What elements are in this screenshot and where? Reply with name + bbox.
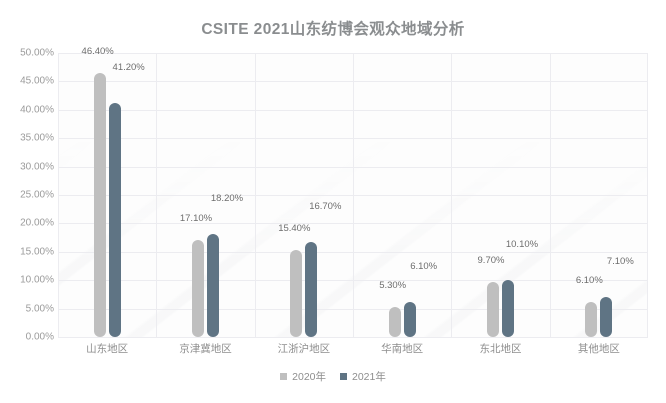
x-axis-tick-label: 江浙沪地区 [277,343,331,355]
legend-label: 2020年 [292,371,326,383]
gridline-vertical [353,53,354,337]
y-axis-tick-label: 50.00% [20,47,54,59]
x-axis-tick-label: 华南地区 [381,343,424,355]
legend-label: 2021年 [352,371,386,383]
bar-series-2020[interactable] [290,249,303,337]
x-axis-tick-label: 东北地区 [479,343,522,355]
y-axis-tick-label: 0.00% [25,331,54,343]
legend-swatch-icon [340,373,347,380]
x-axis-tick-label: 其他地区 [577,343,620,355]
plot-area: 46.40% 41.20% 17.10% 18.20% 15.40% 16.70% 5.30… [58,46,648,338]
bar-value-label: 15.40% [278,222,311,234]
bar-value-label: 10.10% [505,238,539,250]
chart-legend: 2020年 2021年 [0,369,666,384]
y-axis-tick-label: 10.00% [20,274,54,286]
bar-series-2021[interactable] [600,296,613,337]
gridline-vertical [58,53,59,337]
y-axis-tick-label: 40.00% [20,104,54,116]
bar-group: 9.70% 10.10% [451,53,549,337]
bar-series-2020[interactable] [388,306,401,337]
x-axis-tick-label: 京津冀地区 [179,343,232,355]
bar-group: 6.10% 7.10% [550,53,648,337]
x-axis-tick-label: 山东地区 [86,343,129,355]
x-axis: 山东地区 京津冀地区 江浙沪地区 华南地区 东北地区 其他地区 [58,341,648,361]
bar-value-label: 46.40% [81,46,114,58]
chart-title: CSITE 2021山东纺博会观众地域分析 [201,21,465,38]
gridline-vertical [451,53,453,337]
bar-value-label: 17.10% [179,212,213,224]
bar-series-2021[interactable] [206,233,219,337]
y-axis-tick-label: 35.00% [20,132,54,144]
y-axis: 0.00% 5.00% 10.00% 15.00% 20.00% 25.00% 30.00%… [0,48,54,343]
gridline-vertical [156,53,158,337]
legend-item-2020[interactable]: 2020年 [280,369,326,384]
y-axis-tick-label: 15.00% [20,246,54,258]
bar-value-label: 41.20% [112,61,145,73]
gridline-vertical [254,53,256,337]
bar-series-2021[interactable] [403,302,416,337]
gridline-vertical [647,53,648,337]
bar-value-label: 18.20% [210,192,244,204]
gridline-horizontal [58,337,648,338]
bar-value-label: 5.30% [379,279,407,291]
y-axis-tick-label: 5.00% [25,303,54,315]
bar-value-label: 6.10% [575,275,603,287]
bar-value-label: 6.10% [410,261,438,273]
legend-item-2021[interactable]: 2021年 [340,369,386,384]
y-axis-tick-label: 30.00% [20,161,54,173]
bar-series-2020[interactable] [191,239,204,337]
bar-series-2021[interactable] [501,279,514,337]
bar-group: 46.40% 41.20% [58,46,156,337]
legend-swatch-icon [280,373,288,380]
y-axis-tick-label: 25.00% [20,189,54,201]
bar-series-2020[interactable] [585,302,598,337]
bar-value-label: 9.70% [477,254,505,266]
bar-series-2020[interactable] [486,281,499,337]
gridline-vertical [549,53,551,337]
bar-value-label: 16.70% [309,201,342,213]
bar-group: 17.10% 18.20% [156,53,254,337]
bar-series-2021[interactable] [305,242,318,337]
bar-series-2020[interactable] [93,73,106,337]
bar-group: 15.40% 16.70% [255,53,353,337]
y-axis-tick-label: 20.00% [20,217,54,229]
bar-series-2021[interactable] [108,102,121,337]
bar-value-label: 7.10% [606,255,634,267]
bar-group: 5.30% 6.10% [353,53,451,337]
y-axis-tick-label: 45.00% [20,75,54,87]
